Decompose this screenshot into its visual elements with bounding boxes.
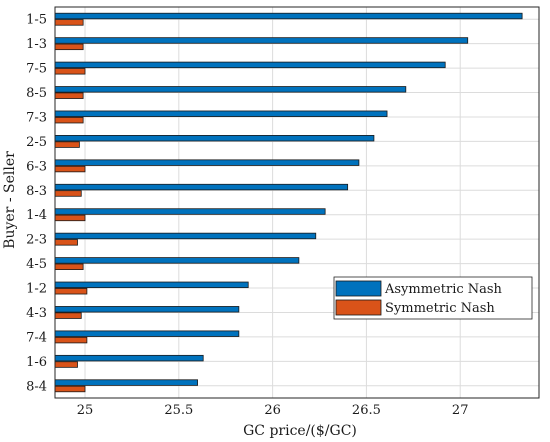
- bar-symmetric-8-3: [54, 190, 82, 197]
- legend-swatch: [335, 280, 382, 297]
- x-tick-label: 26.5: [352, 403, 381, 418]
- x-tick-label: 25.5: [164, 403, 193, 418]
- y-tick-label: 7-3: [26, 110, 47, 125]
- bar-asymmetric-2-3: [54, 232, 317, 240]
- bar-symmetric-6-3: [54, 165, 86, 173]
- bar-asymmetric-8-4: [54, 379, 198, 386]
- bar-asymmetric-1-4: [54, 208, 326, 215]
- bar-symmetric-1-5: [54, 19, 84, 26]
- bar-symmetric-1-3: [54, 43, 84, 51]
- bar-symmetric-7-3: [54, 116, 84, 124]
- y-tick-label: 2-3: [26, 233, 47, 248]
- x-axis-title: GC price/($/GC): [243, 423, 357, 439]
- bar-asymmetric-4-3: [54, 306, 240, 313]
- y-tick-label: 1-2: [26, 282, 47, 297]
- bar-asymmetric-1-5: [54, 12, 523, 20]
- bar-asymmetric-8-5: [54, 86, 407, 93]
- y-tick-label: 6-3: [26, 159, 47, 174]
- bar-symmetric-2-5: [54, 141, 80, 148]
- bar-asymmetric-1-6: [54, 354, 204, 362]
- bar-symmetric-8-5: [54, 92, 84, 99]
- bar-asymmetric-7-3: [54, 110, 388, 117]
- bar-symmetric-1-6: [54, 361, 78, 368]
- legend: Asymmetric Nash Symmetric Nash: [333, 276, 533, 320]
- bar-symmetric-4-5: [54, 263, 84, 270]
- y-tick-label: 7-4: [26, 330, 47, 345]
- bar-symmetric-4-3: [54, 312, 82, 319]
- bar-asymmetric-7-5: [54, 61, 446, 69]
- y-tick-label: 4-3: [26, 306, 47, 321]
- bar-symmetric-1-2: [54, 288, 88, 295]
- x-tick-label: 26: [264, 403, 281, 418]
- bar-asymmetric-7-4: [54, 330, 240, 337]
- y-tick-label: 8-3: [26, 184, 47, 199]
- y-tick-label: 1-6: [26, 355, 47, 370]
- x-tick-label: 27: [452, 403, 469, 418]
- bar-symmetric-2-3: [54, 239, 78, 246]
- legend-label: Symmetric Nash: [385, 301, 495, 316]
- y-tick-label: 4-5: [26, 257, 47, 272]
- bars-group: [54, 12, 523, 393]
- bar-asymmetric-2-5: [54, 135, 375, 142]
- x-tick-label: 25: [77, 403, 94, 418]
- bar-asymmetric-4-5: [54, 257, 300, 264]
- bar-asymmetric-1-3: [54, 37, 469, 44]
- bar-asymmetric-8-3: [54, 183, 349, 191]
- y-tick-label: 2-5: [26, 135, 47, 150]
- y-tick-label: 7-5: [26, 62, 47, 77]
- x-tick-labels: 25 25.5 26 26.5 27: [77, 403, 469, 418]
- y-tick-label: 8-5: [26, 86, 47, 101]
- y-tick-label: 8-4: [26, 379, 47, 394]
- legend-swatch: [335, 299, 382, 316]
- bar-asymmetric-1-2: [54, 281, 249, 289]
- y-tick-label: 1-3: [26, 37, 47, 52]
- bar-asymmetric-6-3: [54, 159, 360, 166]
- y-tick-label: 1-5: [26, 13, 47, 28]
- legend-label: Asymmetric Nash: [384, 282, 503, 297]
- plot-frame: [54, 6, 540, 399]
- y-axis-title: Buyer - Seller: [2, 151, 18, 249]
- bar-symmetric-7-5: [54, 68, 86, 75]
- y-tick-label: 1-4: [26, 208, 47, 223]
- y-tick-labels: 1-5 1-3 7-5 8-5 7-3 2-5 6-3 8-3 1-4 2-3 4-5 1-2 4-3 7…: [26, 13, 47, 395]
- bar-symmetric-8-4: [54, 385, 86, 393]
- bar-symmetric-7-4: [54, 336, 88, 344]
- bar-symmetric-1-4: [54, 214, 86, 222]
